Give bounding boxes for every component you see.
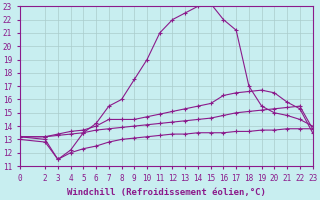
X-axis label: Windchill (Refroidissement éolien,°C): Windchill (Refroidissement éolien,°C): [67, 188, 266, 197]
